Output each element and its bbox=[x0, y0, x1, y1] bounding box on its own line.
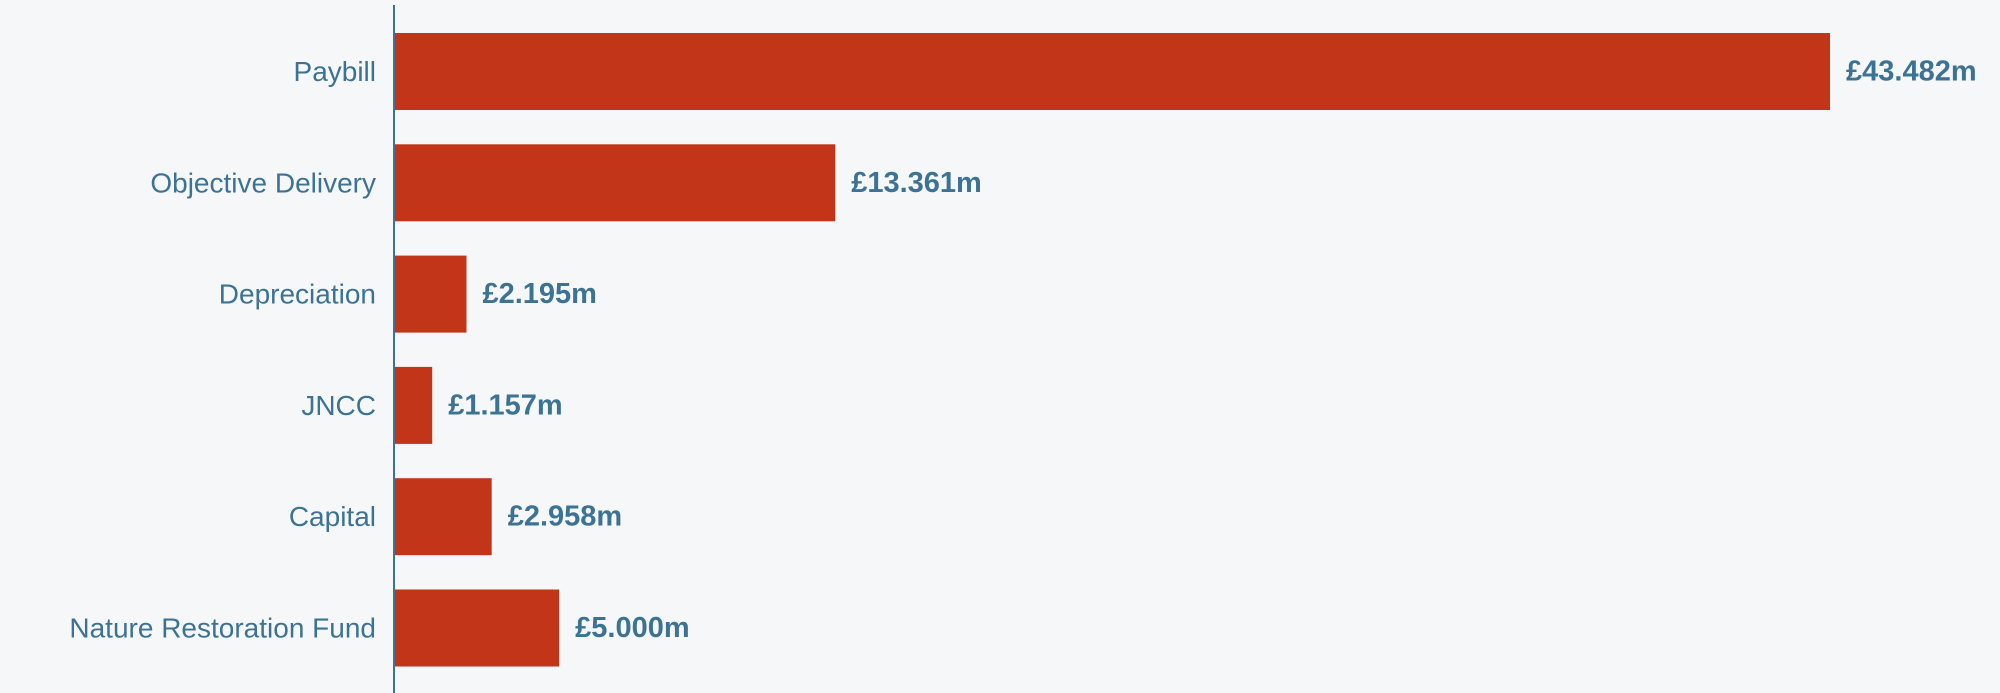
bar-jncc bbox=[394, 366, 433, 444]
bar-capital bbox=[394, 478, 492, 556]
category-label: Depreciation bbox=[219, 279, 376, 310]
category-label: Objective Delivery bbox=[150, 167, 376, 198]
value-label: £43.482m bbox=[1846, 56, 1977, 88]
labels-group: Paybill £43.482m Objective Delivery £13.361… bbox=[69, 56, 1976, 645]
value-label: £1.157m bbox=[448, 389, 562, 421]
bar-depreciation bbox=[394, 255, 467, 333]
category-label: Nature Restoration Fund bbox=[69, 613, 376, 644]
bars-group bbox=[394, 33, 1830, 667]
bar-paybill bbox=[394, 33, 1830, 110]
value-label: £2.195m bbox=[482, 278, 597, 310]
value-label: £2.958m bbox=[508, 501, 623, 533]
value-label: £13.361m bbox=[851, 167, 982, 199]
category-label: Capital bbox=[289, 501, 376, 532]
category-label: Paybill bbox=[294, 56, 376, 87]
bar-objective-delivery bbox=[394, 144, 836, 222]
category-label: JNCC bbox=[301, 390, 376, 421]
value-label: £5.000m bbox=[575, 612, 690, 644]
bar-nature-restoration-fund bbox=[394, 589, 560, 667]
